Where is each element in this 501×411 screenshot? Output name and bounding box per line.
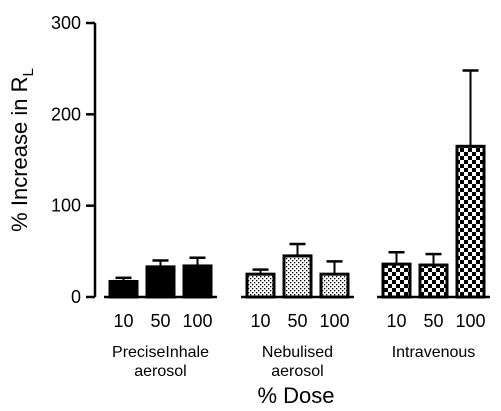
bar: [418, 263, 449, 299]
bar: [108, 279, 139, 299]
x-axis-title: % Dose: [257, 383, 334, 408]
bar: [145, 265, 176, 299]
bars-layer: [104, 69, 490, 299]
bar: [455, 144, 486, 299]
group-label: aerosol: [271, 363, 323, 380]
bar: [245, 272, 276, 299]
dose-label: 50: [423, 311, 443, 331]
bar: [182, 264, 213, 299]
y-axis: 0 100 200 300: [51, 13, 97, 307]
dose-label: 10: [250, 311, 270, 331]
group-label: Nebulised: [262, 344, 333, 361]
x-labels-layer: 10 50 100 PreciseInhale aerosol 10 50 100 Nebuli…: [112, 311, 486, 380]
dose-label: 50: [287, 311, 307, 331]
dose-label: 10: [113, 311, 133, 331]
y-tick-label: 200: [51, 104, 81, 124]
bar: [381, 262, 412, 299]
y-axis-title-main: % Increase in R: [7, 77, 32, 232]
dose-label: 100: [182, 311, 212, 331]
y-tick-label: 0: [71, 287, 81, 307]
group-label: Intravenous: [392, 344, 476, 361]
group-label: PreciseInhale: [112, 344, 209, 361]
y-axis-title-subscript: L: [20, 68, 37, 76]
y-axis-title: % Increase in RL: [7, 68, 37, 232]
y-tick-label: 300: [51, 13, 81, 33]
y-tick-label: 100: [51, 196, 81, 216]
dose-label: 100: [455, 311, 485, 331]
bar: [319, 272, 350, 299]
dose-label: 100: [319, 311, 349, 331]
dose-label: 50: [150, 311, 170, 331]
svg-text:% Increase in RL: % Increase in RL: [7, 68, 37, 232]
bar: [282, 254, 313, 299]
dose-label: 10: [386, 311, 406, 331]
group-label: aerosol: [134, 363, 186, 380]
